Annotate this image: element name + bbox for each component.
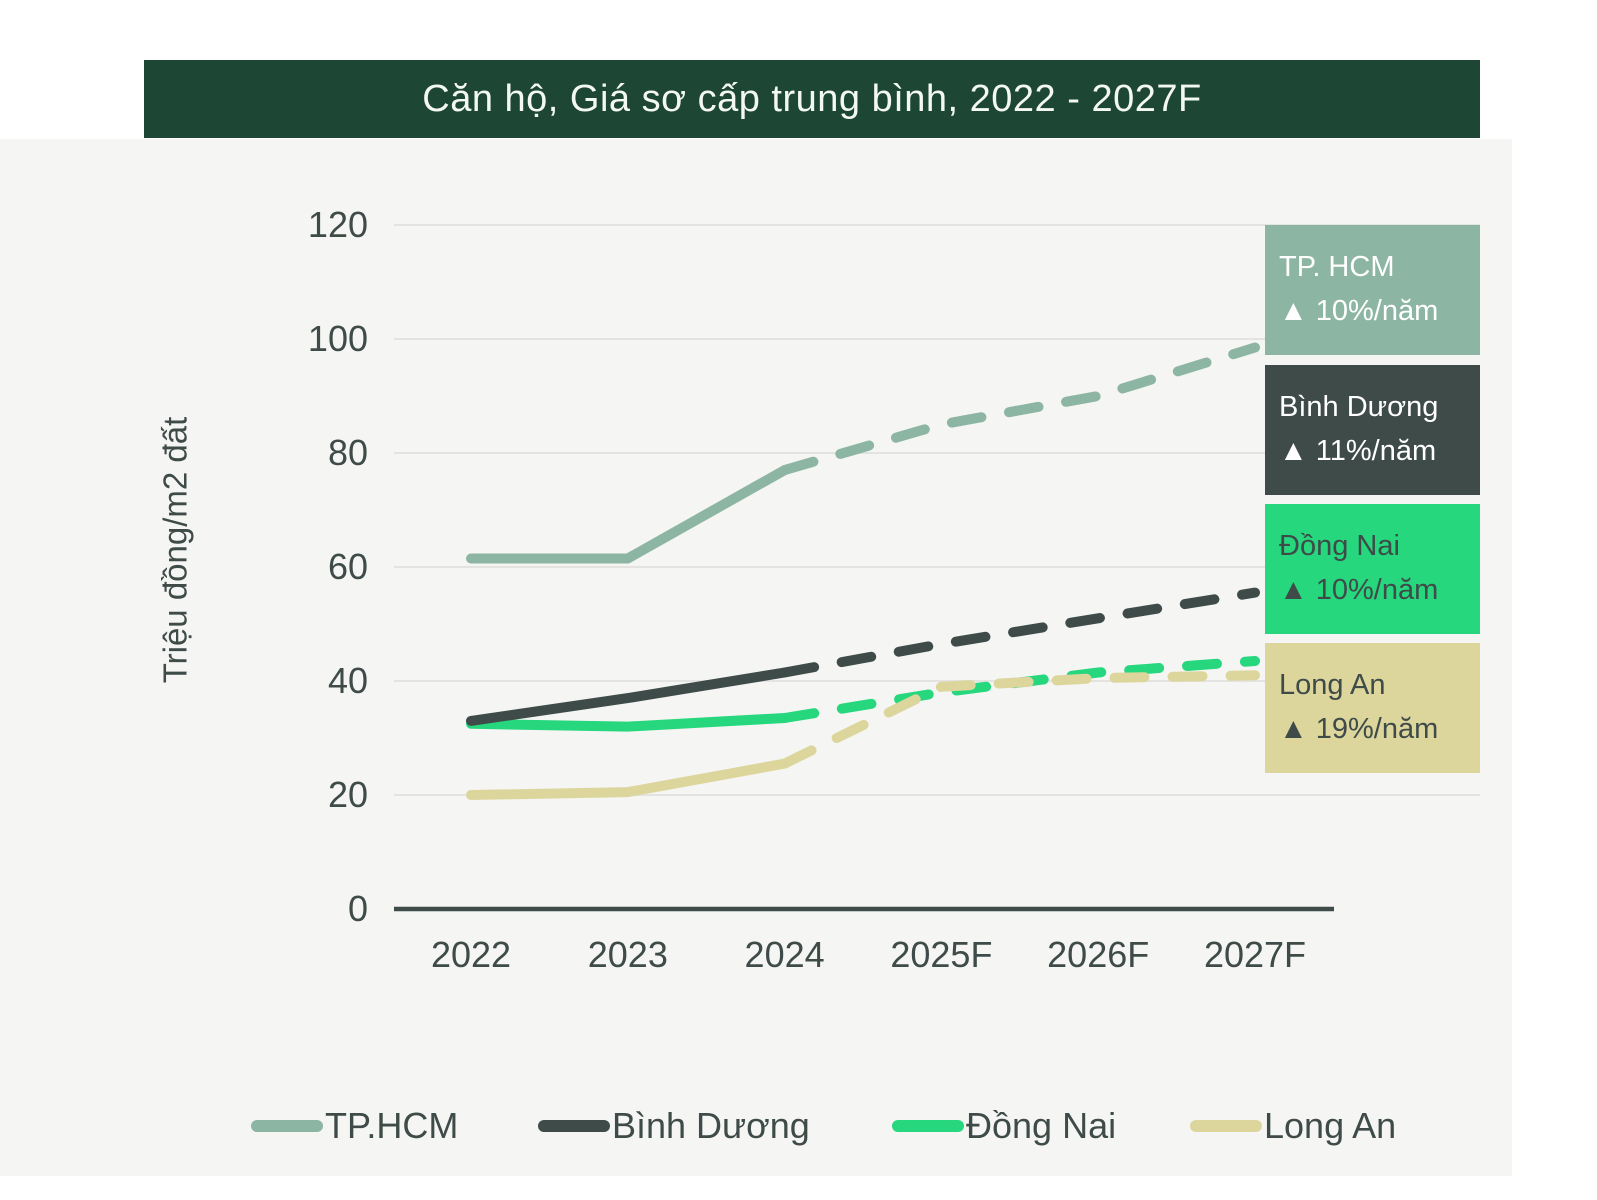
x-tick-label: 2022 (431, 934, 511, 975)
series-line-solid-0 (466, 465, 790, 564)
y-tick-label: 120 (308, 204, 368, 245)
annotation-box-long-an: Long An ▲ 19%/năm (1265, 643, 1480, 773)
series-line-dashed-0 (779, 342, 1260, 476)
y-tick-label: 80 (328, 432, 368, 473)
series-line-dashed-2 (779, 656, 1260, 723)
annotation-box-binh-duong: Bình Dương ▲ 11%/năm (1265, 365, 1480, 495)
annotation-growth: ▲ 10%/năm (1279, 574, 1439, 606)
legend-item-long-an: Long An (1190, 1105, 1396, 1147)
y-tick-label: 60 (328, 546, 368, 587)
y-tick-label: 20 (328, 774, 368, 815)
legend-label-dong-nai: Đồng Nai (966, 1105, 1117, 1146)
y-tick-label: 40 (328, 660, 368, 701)
annotation-box-tphcm: TP. HCM ▲ 10%/năm (1265, 225, 1480, 355)
legend-item-tphcm: TP.HCM (251, 1105, 458, 1147)
series-line-solid-1 (466, 667, 790, 726)
legend-swatch-tphcm (251, 1120, 323, 1132)
legend-label-long-an: Long An (1264, 1105, 1397, 1146)
chart-title-bar: Căn hộ, Giá sơ cấp trung bình, 2022 - 20… (144, 60, 1480, 138)
series-line-solid-3 (466, 758, 790, 800)
x-tick-label: 2023 (588, 934, 668, 975)
annotation-region: Đồng Nai (1279, 530, 1400, 562)
annotation-box-dong-nai: Đồng Nai ▲ 10%/năm (1265, 504, 1480, 634)
x-tick-label: 2027F (1204, 934, 1306, 975)
annotation-region: Long An (1279, 669, 1386, 701)
series-line-dashed-3 (779, 670, 1260, 769)
x-tick-label: 2025F (890, 934, 992, 975)
legend-swatch-binh-duong (538, 1120, 610, 1132)
y-tick-label: 0 (348, 888, 368, 929)
series-line-dashed-1 (779, 587, 1260, 678)
legend: TP.HCM Bình Dương Đồng Nai Long An (0, 1105, 1512, 1155)
legend-swatch-dong-nai (892, 1120, 964, 1132)
annotation-growth: ▲ 11%/năm (1279, 435, 1437, 467)
annotation-region: TP. HCM (1279, 251, 1395, 283)
series-line-solid-2 (466, 713, 790, 732)
legend-label-tphcm: TP.HCM (325, 1105, 459, 1146)
x-tick-label: 2026F (1047, 934, 1149, 975)
y-tick-label: 100 (308, 318, 368, 359)
legend-item-binh-duong: Bình Dương (538, 1105, 810, 1147)
legend-label-binh-duong: Bình Dương (612, 1105, 810, 1146)
annotation-growth: ▲ 10%/năm (1279, 295, 1439, 327)
legend-item-dong-nai: Đồng Nai (892, 1105, 1116, 1147)
annotation-region: Bình Dương (1279, 391, 1439, 423)
legend-swatch-long-an (1190, 1120, 1262, 1132)
chart-panel (0, 139, 1512, 1176)
x-tick-label: 2024 (745, 934, 825, 975)
chart-title: Căn hộ, Giá sơ cấp trung bình, 2022 - 20… (422, 77, 1202, 120)
annotation-growth: ▲ 19%/năm (1279, 713, 1439, 745)
